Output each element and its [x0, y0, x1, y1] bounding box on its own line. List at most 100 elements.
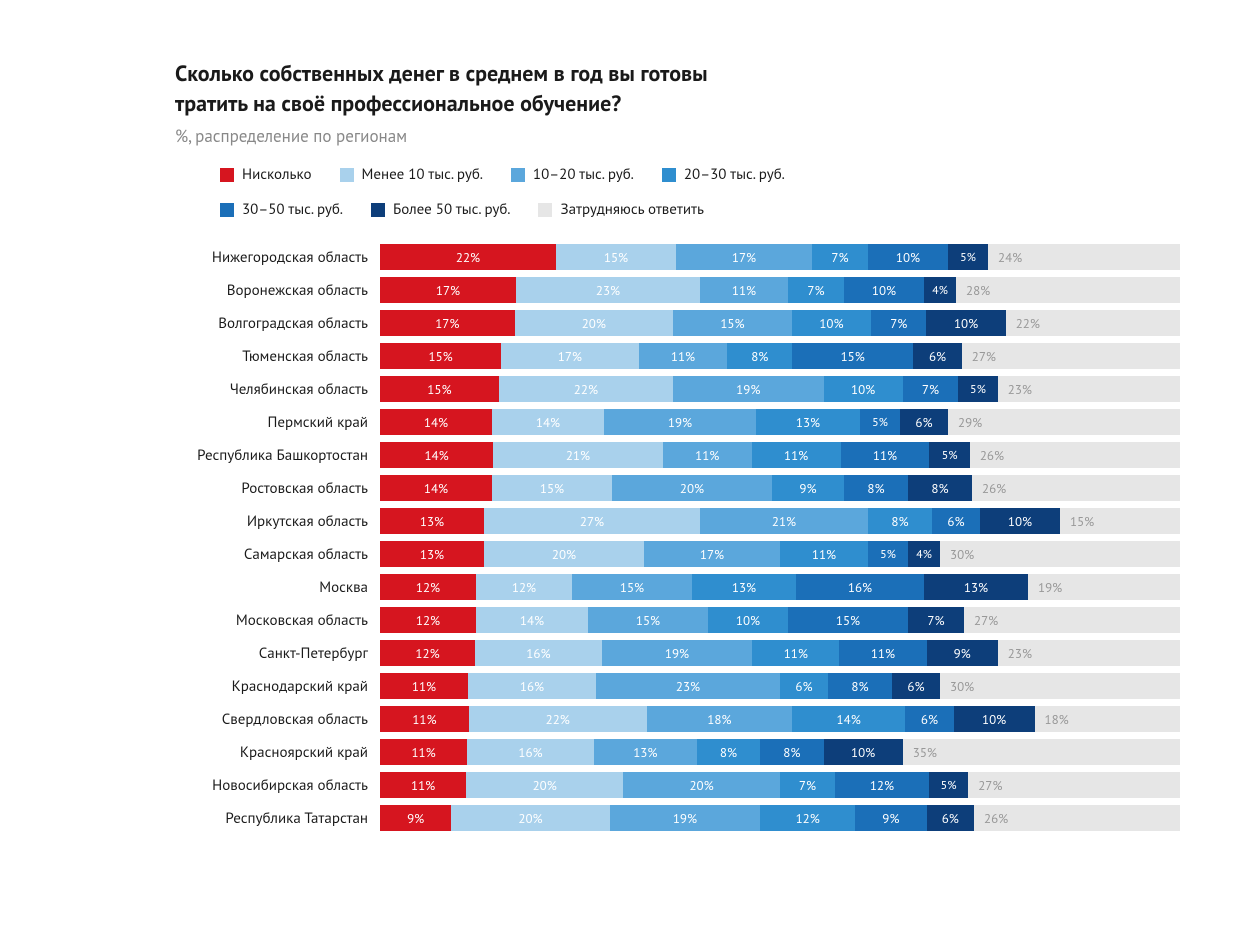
bar-segment: 22% — [499, 376, 673, 402]
bar-segment: 18% — [1035, 706, 1180, 732]
bar-segment: 22% — [380, 244, 556, 270]
legend-label: Нисколько — [242, 165, 312, 184]
bar-segment: 30% — [940, 673, 1180, 699]
bar-segment: 14% — [476, 607, 588, 633]
bar-segment: 10% — [824, 739, 903, 765]
legend-swatch — [371, 203, 385, 217]
bar-segment: 7% — [812, 244, 868, 270]
bar-segment: 16% — [796, 574, 924, 600]
chart-row: Пермский край14%14%19%13%5%6%29% — [80, 406, 1180, 438]
bar-segment: 19% — [604, 409, 756, 435]
stacked-bar: 12%14%15%10%15%7%27% — [380, 607, 1180, 633]
bar-segment: 16% — [467, 739, 594, 765]
chart-row: Самарская область13%20%17%11%5%4%30% — [80, 538, 1180, 570]
legend-label: 30–50 тыс. руб. — [242, 200, 343, 219]
bar-segment: 17% — [380, 277, 516, 303]
chart-subtitle: %, распределение по регионам — [175, 125, 1180, 147]
bar-segment: 5% — [860, 409, 900, 435]
chart-row: Волгоградская область17%20%15%10%7%10%22… — [80, 307, 1180, 339]
bar-segment: 19% — [602, 640, 752, 666]
bar-segment: 23% — [596, 673, 780, 699]
row-label: Тюменская область — [80, 347, 380, 366]
bar-segment: 9% — [927, 640, 998, 666]
title-line-2: тратить на своё профессиональное обучени… — [175, 90, 621, 118]
legend-label: 20–30 тыс. руб. — [684, 165, 785, 184]
bar-segment: 18% — [647, 706, 792, 732]
row-label: Москва — [80, 578, 380, 597]
legend-swatch — [220, 168, 234, 182]
bar-segment: 22% — [1006, 310, 1180, 336]
chart-row: Республика Татарстан9%20%19%12%9%6%26% — [80, 802, 1180, 834]
bar-segment: 17% — [501, 343, 638, 369]
stacked-bar: 11%16%23%6%8%6%30% — [380, 673, 1180, 699]
stacked-bar: 15%22%19%10%7%5%23% — [380, 376, 1180, 402]
bar-segment: 12% — [380, 640, 475, 666]
bar-segment: 27% — [962, 343, 1180, 369]
bar-segment: 6% — [932, 508, 980, 534]
bar-segment: 9% — [855, 805, 926, 831]
bar-segment: 8% — [868, 508, 932, 534]
bar-segment: 15% — [788, 607, 908, 633]
stacked-bar: 14%21%11%11%11%5%26% — [380, 442, 1180, 468]
bar-segment: 13% — [380, 541, 484, 567]
chart-legend: НисколькоМенее 10 тыс. руб.10–20 тыс. ру… — [220, 165, 1020, 219]
row-label: Самарская область — [80, 545, 380, 564]
bar-segment: 9% — [380, 805, 451, 831]
stacked-bar: 11%22%18%14%6%10%18% — [380, 706, 1180, 732]
bar-segment: 15% — [1060, 508, 1180, 534]
legend-label: 10–20 тыс. руб. — [533, 165, 634, 184]
stacked-bar: 13%27%21%8%6%10%15% — [380, 508, 1180, 534]
bar-segment: 19% — [610, 805, 760, 831]
chart-row: Воронежская область17%23%11%7%10%4%28% — [80, 274, 1180, 306]
bar-segment: 12% — [835, 772, 929, 798]
legend-swatch — [340, 168, 354, 182]
bar-segment: 26% — [970, 442, 1180, 468]
chart-row: Краснодарский край11%16%23%6%8%6%30% — [80, 670, 1180, 702]
chart-row: Тюменская область15%17%11%8%15%6%27% — [80, 340, 1180, 372]
bar-segment: 10% — [792, 310, 871, 336]
bar-segment: 7% — [788, 277, 844, 303]
bar-segment: 11% — [841, 442, 930, 468]
bar-segment: 15% — [380, 343, 501, 369]
bar-segment: 20% — [484, 541, 644, 567]
stacked-bar: 12%16%19%11%11%9%23% — [380, 640, 1180, 666]
bar-segment: 7% — [780, 772, 835, 798]
chart-row: Санкт-Петербург12%16%19%11%11%9%23% — [80, 637, 1180, 669]
stacked-bar: 14%14%19%13%5%6%29% — [380, 409, 1180, 435]
chart-row: Челябинская область15%22%19%10%7%5%23% — [80, 373, 1180, 405]
bar-segment: 5% — [929, 442, 969, 468]
bar-segment: 15% — [492, 475, 612, 501]
bar-segment: 19% — [1028, 574, 1180, 600]
bar-segment: 8% — [760, 739, 823, 765]
bar-segment: 11% — [380, 772, 466, 798]
bar-segment: 20% — [612, 475, 772, 501]
bar-segment: 22% — [469, 706, 647, 732]
bar-segment: 11% — [752, 442, 841, 468]
bar-segment: 12% — [760, 805, 855, 831]
stacked-bar: 11%20%20%7%12%5%27% — [380, 772, 1180, 798]
bar-segment: 12% — [476, 574, 572, 600]
bar-segment: 6% — [913, 343, 961, 369]
row-label: Краснодарский край — [80, 677, 380, 696]
row-label: Воронежская область — [80, 281, 380, 300]
row-label: Нижегородская область — [80, 248, 380, 267]
bar-segment: 5% — [929, 772, 968, 798]
bar-segment: 23% — [516, 277, 700, 303]
bar-segment: 23% — [998, 376, 1180, 402]
stacked-bar: 17%20%15%10%7%10%22% — [380, 310, 1180, 336]
bar-segment: 8% — [697, 739, 760, 765]
bar-segment: 13% — [380, 508, 484, 534]
bar-segment: 6% — [780, 673, 828, 699]
bar-segment: 5% — [958, 376, 998, 402]
bar-segment: 20% — [515, 310, 673, 336]
bar-segment: 9% — [772, 475, 844, 501]
bar-segment: 4% — [924, 277, 956, 303]
bar-segment: 27% — [968, 772, 1180, 798]
bar-segment: 10% — [868, 244, 948, 270]
legend-swatch — [220, 203, 234, 217]
bar-segment: 10% — [926, 310, 1005, 336]
bar-segment: 12% — [380, 607, 476, 633]
bar-segment: 11% — [380, 673, 468, 699]
chart-row: Московская область12%14%15%10%15%7%27% — [80, 604, 1180, 636]
legend-label: Затрудняюсь ответить — [560, 200, 704, 219]
